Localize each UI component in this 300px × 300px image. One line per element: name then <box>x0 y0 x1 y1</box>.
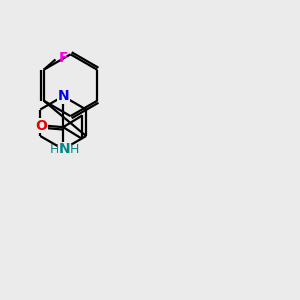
Text: H: H <box>70 143 79 156</box>
Text: H: H <box>50 143 60 156</box>
Text: N: N <box>59 142 70 156</box>
Text: N: N <box>57 89 69 103</box>
Text: F: F <box>59 51 68 65</box>
Text: O: O <box>35 119 47 133</box>
